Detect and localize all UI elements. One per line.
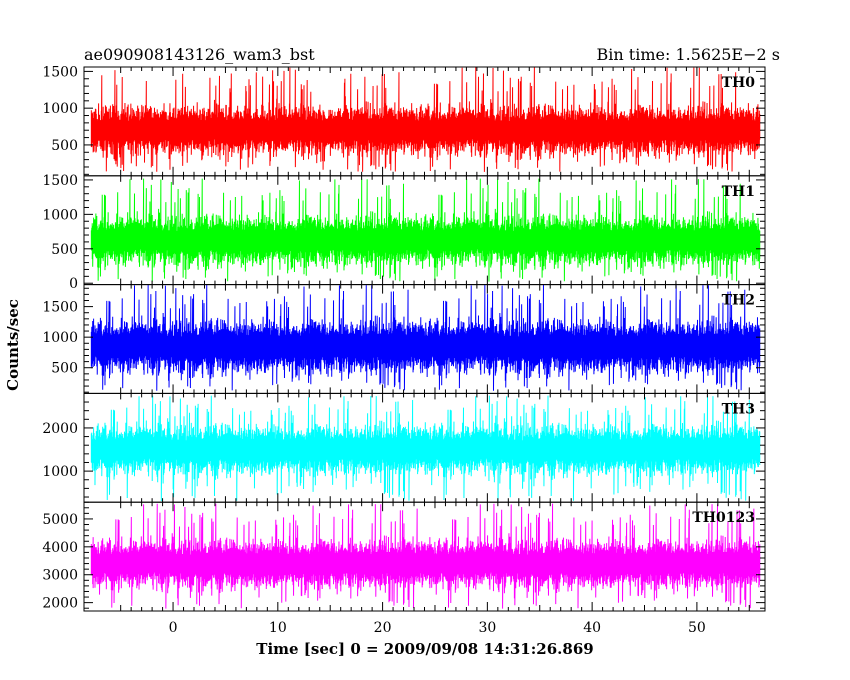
series-trace-th2	[90, 284, 761, 391]
x-tick-label: 40	[583, 620, 601, 636]
panel-label-th2: TH2	[722, 293, 755, 309]
panels-group: 500 1000 1500 TH0 0 500 1000 1500 TH1 500 1000 1500…	[42, 64, 766, 612]
x-axis-label: Time [sec] 0 = 2009/09/08 14:31:26.869	[256, 640, 593, 658]
panel-th2: 500 1000 1500 TH2	[42, 284, 766, 394]
y-tick-label: 500	[51, 138, 78, 154]
series-trace-th1	[90, 178, 761, 282]
x-tick-label: 0	[169, 620, 178, 636]
y-axis-label: Counts/sec	[4, 299, 22, 391]
panel-th0: 500 1000 1500 TH0	[42, 64, 766, 177]
y-tick-label: 1000	[42, 101, 78, 117]
series-trace-th0	[90, 67, 761, 172]
y-tick-label: 5000	[42, 512, 78, 528]
y-tick-label: 4000	[42, 540, 78, 556]
y-tick-label: 1000	[42, 330, 78, 346]
y-tick-label: 2000	[42, 421, 78, 437]
panel-label-th3: TH3	[722, 401, 755, 417]
y-tick-label: 1000	[42, 207, 78, 223]
y-tick-label: 2000	[42, 596, 78, 612]
y-tick-label: 1000	[42, 464, 78, 480]
panel-label-th1: TH1	[722, 184, 755, 200]
y-tick-label: 0	[69, 276, 78, 292]
panel-label-th0: TH0	[722, 75, 756, 91]
y-tick-label: 1500	[42, 64, 78, 80]
panel-th3: 1000 2000 TH3	[42, 392, 766, 503]
series-trace-th0123	[90, 503, 761, 609]
panel-label-th0123: TH0123	[692, 510, 755, 526]
x-tick-label: 30	[478, 620, 496, 636]
x-tick-label: 10	[269, 620, 287, 636]
panel-th0123: 2000 3000 4000 5000 TH0123	[42, 501, 766, 612]
x-tick-label: 50	[688, 620, 706, 636]
y-tick-label: 3000	[42, 568, 78, 584]
chart-title: ae090908143126_wam3_bst	[84, 45, 315, 64]
bin-time-label: Bin time: 1.5625E−2 s	[597, 45, 780, 64]
series-trace-th3	[90, 395, 761, 502]
y-tick-label: 1500	[42, 300, 78, 316]
x-tick-label: 20	[374, 620, 392, 636]
y-tick-label: 1500	[42, 173, 78, 189]
y-tick-label: 500	[51, 242, 78, 258]
x-tick-labels: 0 10 20 30 40 50	[169, 620, 706, 636]
panel-th1: 0 500 1000 1500 TH1	[42, 173, 766, 292]
y-tick-label: 500	[51, 361, 78, 377]
